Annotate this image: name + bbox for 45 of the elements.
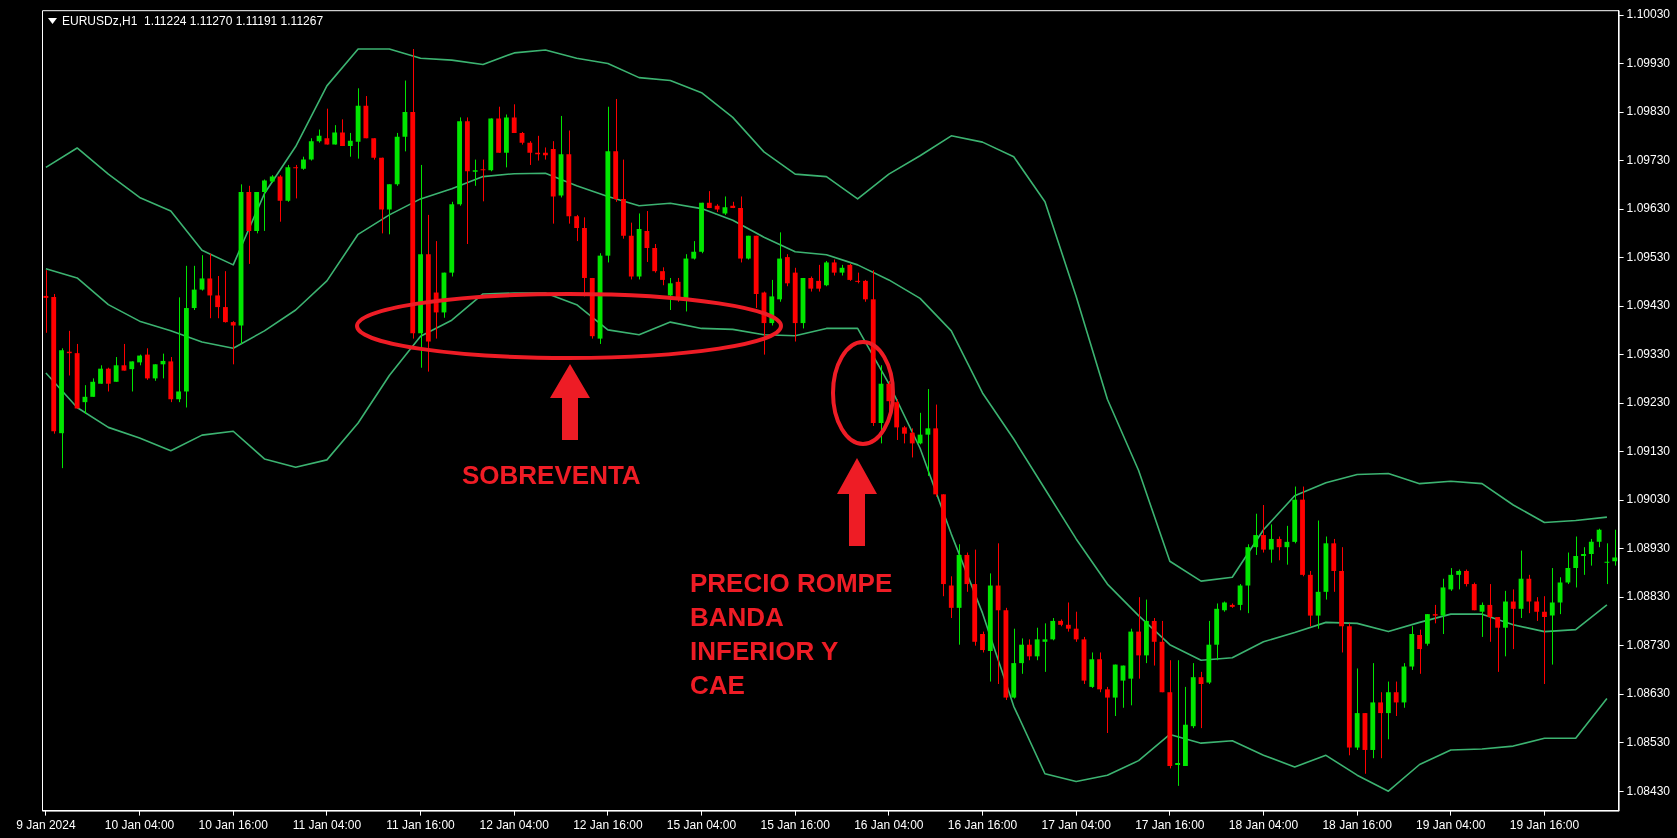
x-tick-label: 11 Jan 16:00 [386, 818, 456, 833]
y-tick-label: 1.10030 [1626, 7, 1671, 22]
y-tick-label: 1.08730 [1626, 637, 1671, 652]
x-tick-label: 15 Jan 04:00 [666, 818, 737, 833]
y-tick-label: 1.08930 [1626, 540, 1671, 555]
y-tick-label: 1.08830 [1626, 589, 1671, 604]
annotation: SOBREVENTA [462, 459, 641, 492]
x-tick-label: 16 Jan 04:00 [854, 818, 924, 833]
x-tick-label: 18 Jan 04:00 [1228, 818, 1299, 833]
y-tick-label: 1.09730 [1626, 152, 1671, 167]
y-tick-label: 1.09630 [1626, 201, 1671, 216]
candlestick [230, 320, 236, 365]
y-tick-label: 1.09330 [1626, 346, 1671, 361]
y-tick-label: 1.09030 [1626, 492, 1671, 507]
y-tick-label: 1.09130 [1626, 443, 1671, 458]
x-tick-label: 10 Jan 04:00 [104, 818, 175, 833]
candlestick [1104, 686, 1110, 734]
y-tick-label: 1.09230 [1626, 395, 1671, 410]
y-tick-label: 1.09530 [1626, 249, 1671, 264]
x-tick-label: 16 Jan 16:00 [947, 818, 1018, 833]
x-tick-label: 15 Jan 16:00 [760, 818, 831, 833]
annotation: PRECIO ROMPE BANDA INFERIOR Y CAE [690, 567, 893, 702]
candlestick [1432, 604, 1438, 624]
y-tick-label: 1.09930 [1626, 55, 1671, 70]
y-tick-label: 1.08430 [1626, 783, 1671, 798]
candlestick [324, 108, 330, 146]
x-tick-label: 17 Jan 04:00 [1041, 818, 1112, 833]
x-tick-label: 19 Jan 16:00 [1509, 818, 1580, 833]
y-tick-label: 1.09830 [1626, 104, 1671, 119]
chart-title: EURUSDz,H1 1.11224 1.11270 1.11191 1.11267 [62, 14, 324, 28]
y-tick-label: 1.09430 [1626, 298, 1671, 313]
x-tick-label: 18 Jan 16:00 [1322, 818, 1393, 833]
y-tick-label: 1.08530 [1626, 735, 1671, 749]
x-tick-label: 11 Jan 04:00 [292, 818, 362, 833]
candlestick [831, 259, 837, 277]
x-tick-label: 10 Jan 16:00 [198, 818, 269, 833]
x-tick-label: 17 Jan 16:00 [1135, 818, 1205, 833]
candlestick [902, 425, 907, 444]
x-tick-label: 12 Jan 04:00 [479, 818, 550, 833]
x-tick-label: 9 Jan 2024 [16, 818, 76, 833]
x-tick-label: 19 Jan 04:00 [1416, 818, 1486, 833]
y-tick-label: 1.08630 [1626, 686, 1671, 701]
candlestick [925, 388, 931, 477]
x-tick-label: 12 Jan 16:00 [573, 818, 643, 833]
candlestick [472, 159, 478, 187]
